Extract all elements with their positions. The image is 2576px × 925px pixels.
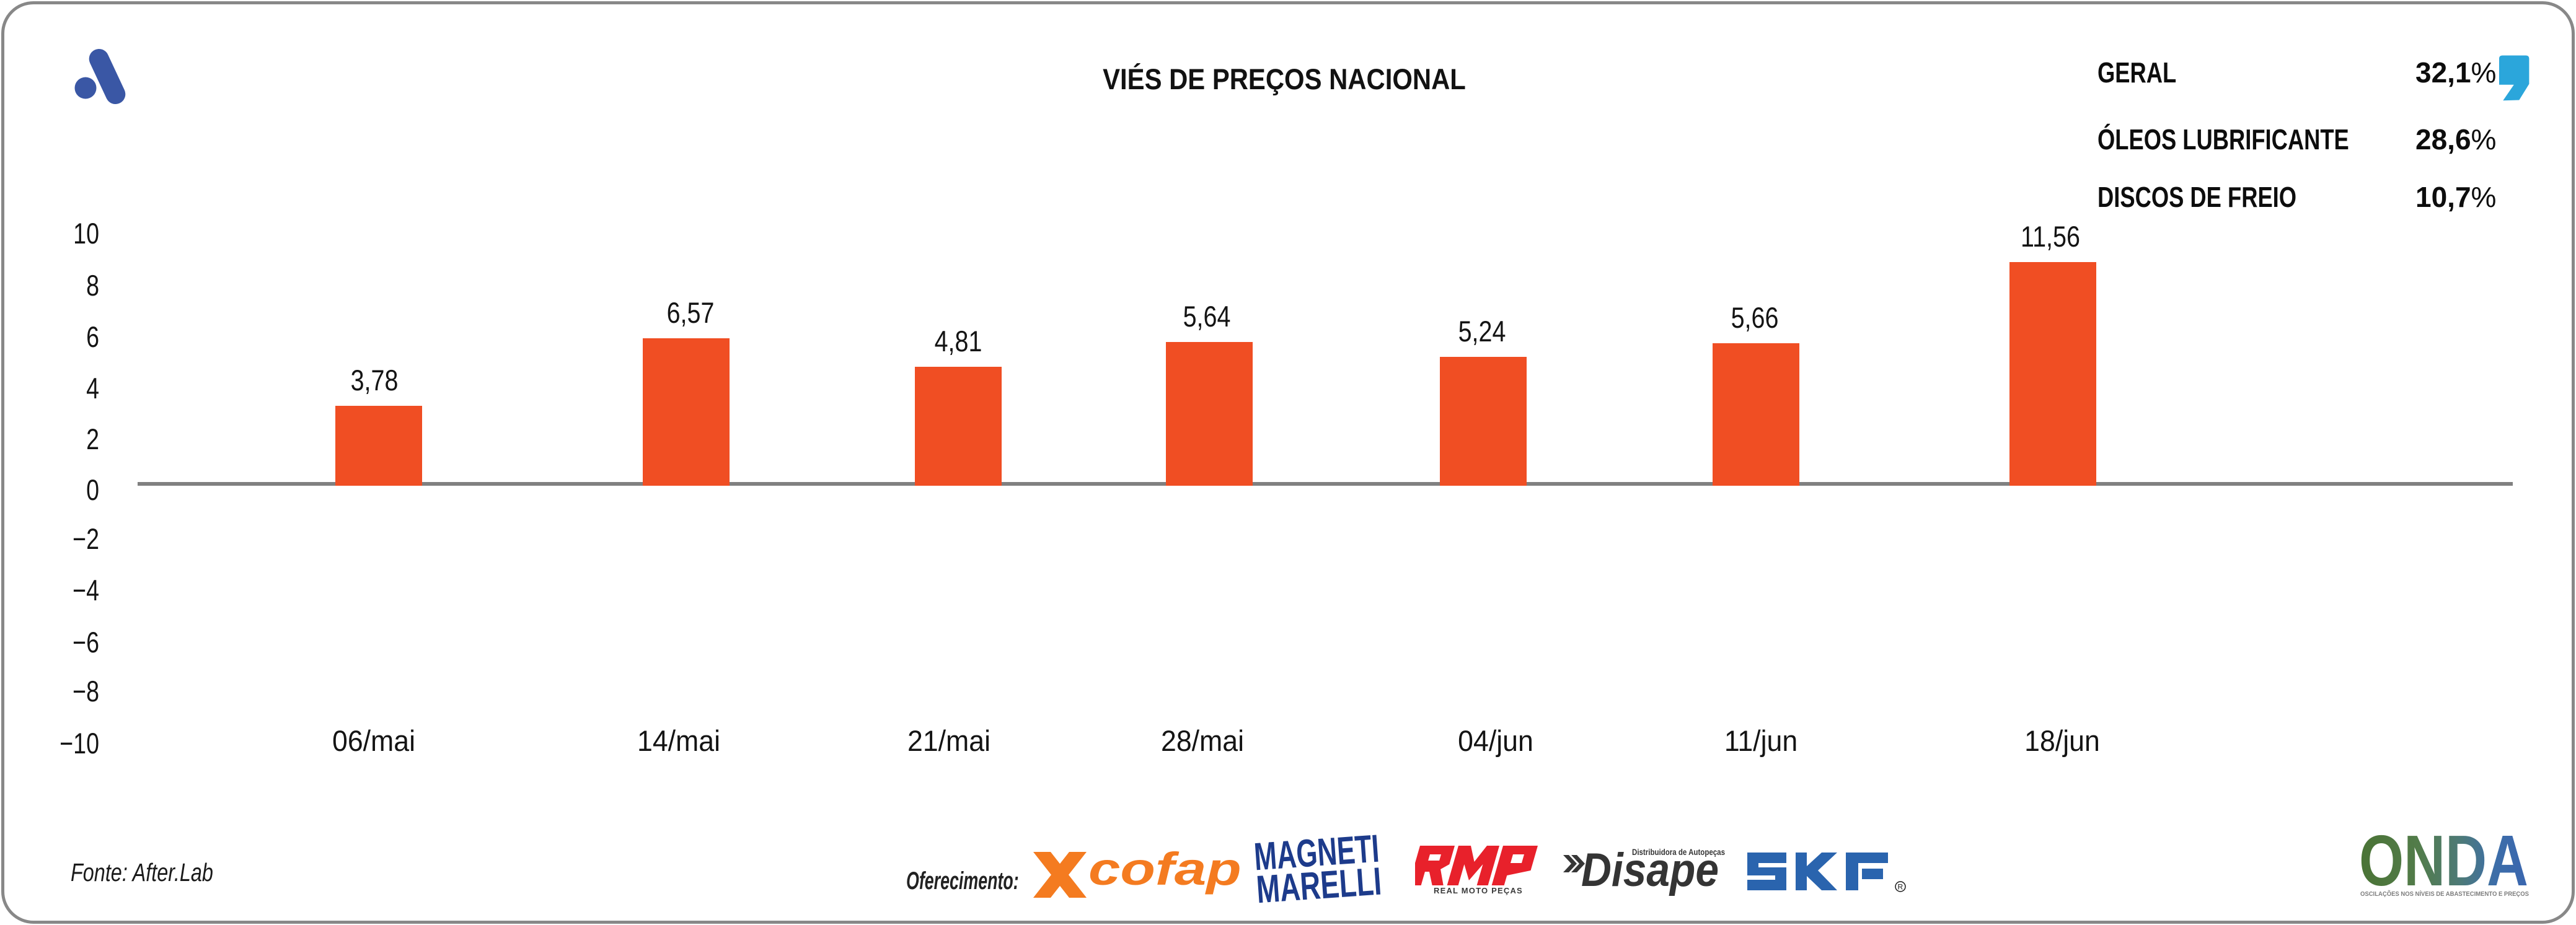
svg-text:Distribuidora de Autopeças: Distribuidora de Autopeças — [1632, 848, 1725, 857]
svg-text:Disape: Disape — [1581, 844, 1719, 897]
svg-text:REAL MOTO PEÇAS: REAL MOTO PEÇAS — [1434, 886, 1523, 895]
svg-text:OSCILAÇÕES NOS NÍVEIS DE ABAST: OSCILAÇÕES NOS NÍVEIS DE ABASTECIMENTO E… — [2360, 890, 2529, 898]
svg-text:cofap: cofap — [1088, 849, 1242, 895]
svg-text:MAGNETI: MAGNETI — [1253, 830, 1380, 879]
svg-text:R: R — [1898, 883, 1903, 892]
svg-text:ONDA: ONDA — [2359, 824, 2528, 901]
svg-text:MARELLI: MARELLI — [1255, 859, 1383, 908]
